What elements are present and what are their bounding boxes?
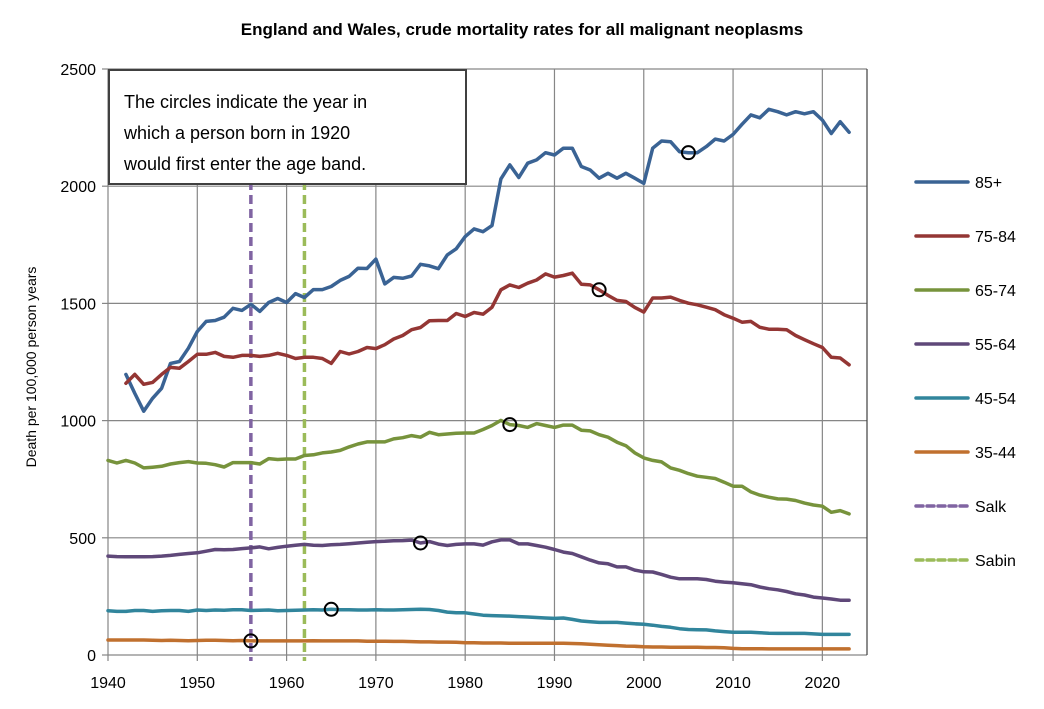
y-axis-label: Death per 100,000 person years [23,267,39,468]
legend-label: 65-74 [975,283,1016,300]
chart-title: England and Wales, crude mortality rates… [241,20,803,39]
x-tick-label: 1990 [537,675,573,692]
legend-label: 75-84 [975,229,1016,246]
legend-item: 85+ [914,175,1002,192]
legend-item: 45-54 [914,391,1016,408]
y-tick-label: 0 [87,648,96,665]
annotation-frame [108,69,467,185]
y-tick-label: 2000 [60,179,96,196]
series-line-85+ [124,107,851,413]
x-tick-label: 2000 [626,675,662,692]
legend-label: 85+ [975,175,1002,192]
series-line-55-64 [106,538,851,602]
legend-item: 75-84 [914,229,1016,246]
x-tick-label: 1940 [90,675,126,692]
legend-item: 55-64 [914,337,1016,354]
annotation-line-2: which a person born in 1920 [123,123,350,143]
cohort-circle-75-84 [591,282,607,298]
cohort-circle-55-64 [413,535,429,551]
legend-label: Sabin [975,553,1016,570]
x-tick-label: 1970 [358,675,394,692]
x-tick-label: 2020 [805,675,841,692]
annotation-line-1: The circles indicate the year in [124,92,367,112]
legend-label: Salk [975,499,1007,516]
legend-label: 45-54 [975,391,1016,408]
cohort-circle-65-74 [502,417,518,433]
x-tick-label: 1980 [447,675,483,692]
legend-item: 65-74 [914,283,1016,300]
legend: 85+ 75-84 65-74 55-64 45-54 35-44 Salk Sabin [914,175,1016,570]
annotation-line-3: would first enter the age band. [123,154,366,174]
series-line-45-54 [106,607,851,637]
y-tick-label: 1500 [60,296,96,313]
legend-label: 55-64 [975,337,1016,354]
cohort-circle-35-44 [243,633,259,649]
y-tick-label: 1000 [60,414,96,431]
legend-item: Sabin [914,553,1016,570]
series-line-75-84 [124,271,851,387]
x-tick-label: 1960 [269,675,305,692]
legend-label: 35-44 [975,445,1016,462]
y-tick-label: 2500 [60,62,96,79]
cohort-circle-85+ [680,145,696,161]
x-tick-label: 1950 [179,675,215,692]
annotation-box: The circles indicate the year in which a… [108,69,467,185]
legend-item: Salk [914,499,1007,516]
x-tick-label: 2010 [715,675,751,692]
y-tick-label: 500 [69,531,96,548]
series-line-65-74 [106,418,851,516]
series-line-35-44 [106,638,851,651]
legend-item: 35-44 [914,445,1016,462]
cohort-circle-45-54 [323,601,339,617]
